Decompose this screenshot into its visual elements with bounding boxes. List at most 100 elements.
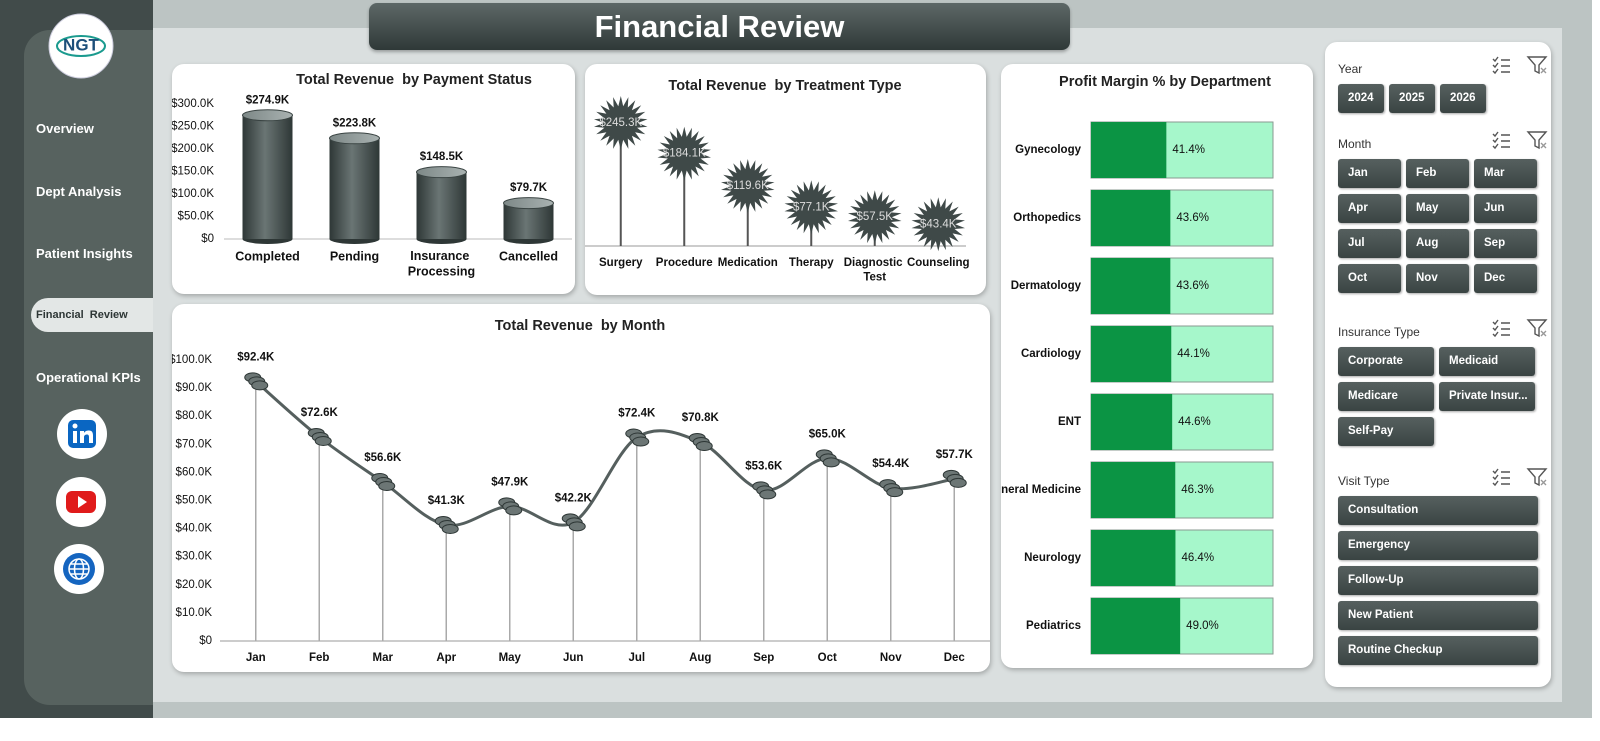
bar-cap [329,132,380,145]
y-tick-label: Dermatology [1011,280,1082,292]
slicer-button[interactable]: Feb [1406,159,1469,188]
x-tick-label: Insurance Processing [408,249,475,279]
value-label: $41.3K [428,495,466,507]
burst [721,159,775,213]
y-tick-label: $50.0K [178,211,215,223]
y-tick-label: $30.0K [176,551,213,563]
coin [378,480,396,491]
slicer-button[interactable]: Private Insur... [1439,382,1535,411]
nav-item[interactable]: Overview [36,121,94,136]
y-tick-label: $80.0K [176,410,213,422]
value-label: $72.4K [618,408,656,420]
youtube-icon[interactable] [54,475,108,529]
nav-item-active[interactable]: Financial Review [31,298,153,332]
card: Total Revenue by Treatment Type $245.3K Su… [585,64,986,295]
nav-item[interactable]: Patient Insights [36,246,133,261]
value-label: 46.4% [1181,552,1214,564]
value-label: $79.7K [510,182,548,194]
value-label: $148.5K [420,151,464,163]
y-tick-label: $150.0K [172,166,214,178]
slicer-button[interactable]: Jun [1474,194,1537,223]
slicer-button[interactable]: Apr [1338,194,1401,223]
slicer-tools[interactable] [1490,129,1550,154]
logo-ring [56,35,106,57]
nav-item[interactable]: Dept Analysis [36,184,122,199]
slicer-icons[interactable] [1490,129,1550,151]
slicer-button[interactable]: Jul [1338,229,1401,258]
slicer-icons[interactable] [1490,466,1550,488]
y-tick-label: $0 [201,233,214,245]
burst [848,190,902,245]
slicer-tools[interactable] [1490,317,1550,342]
coin [759,489,777,500]
y-tick-label: $100.0K [172,354,212,366]
y-tick-label: $50.0K [176,495,213,507]
slicer-tools[interactable] [1490,54,1550,79]
slicer-button[interactable]: Self-Pay [1338,417,1434,446]
logo: NGT [48,13,114,79]
y-tick-label: Orthopedics [1013,212,1081,224]
bar [242,115,293,239]
chart: Profit Margin % by Department 41.4% Gyneco… [986,74,1274,655]
x-tick-label: Medication [718,257,778,269]
nav-item[interactable]: Operational KPIs [36,370,141,385]
chart-title: Profit Margin % by Department [1059,74,1271,90]
bar [1091,394,1173,450]
slicer-button[interactable]: Sep [1474,229,1537,258]
slicer-tools[interactable] [1490,466,1550,491]
y-tick-label: $90.0K [176,382,213,394]
value-label: 44.1% [1177,348,1210,360]
chart-title: Total Revenue by Month [495,318,666,334]
bar [1091,122,1167,178]
slicer-button[interactable]: Corporate [1338,347,1434,376]
slicer-button[interactable]: Oct [1338,264,1401,293]
coin [632,436,650,447]
slicer-button[interactable]: 2026 [1440,84,1486,113]
slicer-icons[interactable] [1490,54,1550,76]
y-tick-label: $70.0K [176,438,213,450]
slicer-button[interactable]: 2025 [1389,84,1435,113]
y-tick-label: $0 [199,635,212,647]
coin [822,457,840,468]
slicer-button[interactable]: Consultation [1338,496,1538,525]
slicer-button[interactable]: May [1406,194,1469,223]
coin [251,380,269,391]
bar [1091,258,1171,314]
slicer-button[interactable]: Aug [1406,229,1469,258]
burst [657,126,711,181]
slicer: Visit Type Consultation Emergency Follow-Up… [1338,468,1548,665]
web-icon[interactable] [52,542,106,596]
x-tick-label: Pending [330,249,379,263]
logo-circle [48,13,114,79]
value-label: 49.0% [1186,620,1219,632]
slicer-button[interactable]: Mar [1474,159,1537,188]
slicer-button[interactable]: Routine Checkup [1338,636,1538,665]
slicer-title-text: Visit Type [1338,474,1390,488]
slicer-button[interactable]: Emergency [1338,531,1538,560]
slicer-button[interactable]: Medicaid [1439,347,1535,376]
coin [886,487,904,498]
bar [329,138,380,239]
value-label: $56.6K [364,452,402,464]
slicer-button[interactable]: 2024 [1338,84,1384,113]
card: Profit Margin % by Department 41.4% Gyneco… [986,64,1313,668]
slicer-icons[interactable] [1490,317,1550,339]
bar-cap [503,197,554,210]
value-label: $70.8K [682,412,720,424]
burst [594,96,648,150]
chart: Total Revenue by Treatment Type $245.3K Su… [585,78,970,283]
coin [441,523,459,534]
slicer-button[interactable]: Nov [1406,264,1469,293]
slicer-button[interactable]: Jan [1338,159,1401,188]
slicer-button[interactable]: Follow-Up [1338,566,1538,595]
slicer: Month Jan Feb Mar Apr May Jun Jul Aug Sep Oct Nov De… [1338,131,1548,293]
bar [1091,462,1176,518]
slicer-button[interactable]: Dec [1474,264,1537,293]
x-tick-label: Counseling [907,257,970,269]
slicer-button[interactable]: Medicare [1338,382,1434,411]
value-label: $65.0K [809,428,847,440]
slicer-button[interactable]: New Patient [1338,601,1538,630]
value-label: $119.6K [727,180,769,192]
x-tick-label: Procedure [656,257,713,269]
linkedin-icon[interactable] [55,407,109,461]
